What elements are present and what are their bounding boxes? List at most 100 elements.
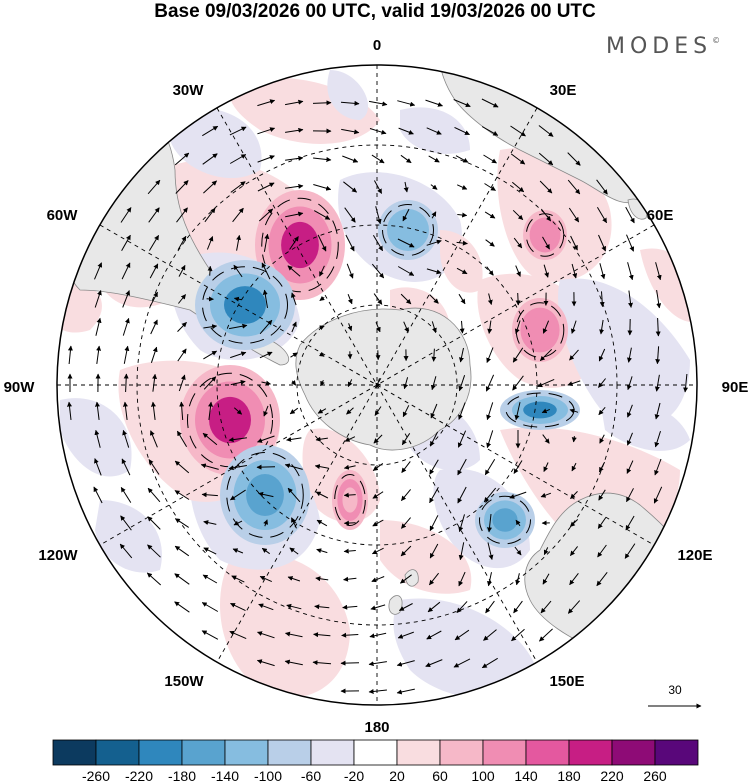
colorbar-box xyxy=(353,739,398,766)
wind-arrow xyxy=(319,325,325,331)
wind-arrow xyxy=(569,519,579,527)
wind-arrow xyxy=(313,184,332,191)
wind-arrow xyxy=(257,127,276,135)
wind-arrow xyxy=(400,545,412,557)
wind-arrow xyxy=(375,322,381,333)
wind-arrow xyxy=(540,492,552,498)
wind-arrow xyxy=(94,458,102,476)
lon-label-60e: 60E xyxy=(647,207,674,224)
wind-arrow xyxy=(515,265,521,277)
wind-arrow xyxy=(285,127,304,133)
wind-arrow xyxy=(457,430,467,448)
anomaly-contour xyxy=(535,224,555,246)
wind-arrow xyxy=(538,125,554,137)
meridian-60e-120w xyxy=(99,224,655,546)
colorbar-box xyxy=(52,739,97,766)
colorbar-box xyxy=(138,739,183,766)
wind-arrow xyxy=(94,290,102,308)
wind-arrow xyxy=(289,236,299,250)
wind-arrow xyxy=(291,517,297,529)
wind-arrow xyxy=(398,127,414,135)
wind-arrow xyxy=(655,346,661,365)
wind-arrow xyxy=(262,289,268,308)
wind-arrow xyxy=(149,263,159,279)
wind-arrow xyxy=(290,352,298,358)
longitude-labels: 0 30E 60E 90E 120E 150E 180 150W 120W 90… xyxy=(4,37,749,736)
wind-arrow xyxy=(257,631,275,639)
colorbar-box xyxy=(224,739,269,766)
wind-arrow xyxy=(202,153,218,165)
wind-arrow xyxy=(317,408,327,414)
wind-arrow xyxy=(340,660,360,666)
wind-arrow xyxy=(174,490,190,500)
anomaly-negative-3 xyxy=(378,200,438,260)
wind-arrow xyxy=(257,182,275,192)
wind-arrow xyxy=(371,154,385,164)
wind-arrow xyxy=(538,152,554,166)
wind-arrow xyxy=(598,489,606,501)
lon-label-0: 0 xyxy=(373,37,381,54)
wind-arrow xyxy=(487,572,492,587)
wind-arrow xyxy=(122,401,128,420)
wind-arrow xyxy=(208,401,214,420)
wind-arrow xyxy=(312,660,332,666)
wind-arrow xyxy=(426,268,442,275)
wind-arrow xyxy=(598,234,606,252)
wind-arrow xyxy=(485,239,495,247)
wind-arrow xyxy=(368,689,387,694)
colorbar-tick-label: -180 xyxy=(168,768,196,783)
colorbar-box xyxy=(267,739,312,766)
colorbar-box xyxy=(310,739,355,766)
wind-arrow xyxy=(177,322,187,332)
colorbar-box xyxy=(525,739,570,766)
wind-arrow xyxy=(484,211,496,219)
wind-arrow xyxy=(174,460,190,474)
wind-arrow xyxy=(230,602,246,612)
wind-arrow xyxy=(257,155,275,163)
new-zealand xyxy=(388,569,419,615)
lon-label-120e: 120E xyxy=(677,547,712,564)
wind-arrow xyxy=(485,600,495,614)
wind-arrow xyxy=(121,234,131,252)
wind-arrow xyxy=(202,432,218,446)
wind-arrow xyxy=(514,402,521,421)
wind-arrow xyxy=(398,603,413,611)
lon-label-60w: 60W xyxy=(47,207,79,224)
colorbar-tick-label: -220 xyxy=(125,768,153,783)
wind-arrow xyxy=(426,239,442,246)
wind-arrow xyxy=(261,380,271,386)
copyright-mark: © xyxy=(712,36,721,45)
wind-arrow xyxy=(229,154,247,164)
wind-arrow xyxy=(429,572,439,586)
wind-arrow xyxy=(286,603,302,610)
wind-arrow xyxy=(656,290,662,309)
wind-arrow xyxy=(571,263,578,279)
wind-arrow xyxy=(571,462,577,472)
wind-arrow xyxy=(373,180,383,194)
colorbar-box xyxy=(396,739,441,766)
wind-arrow xyxy=(654,402,661,420)
wind-arrow xyxy=(259,351,273,359)
wind-arrow xyxy=(123,345,130,364)
wind-arrow xyxy=(200,463,219,470)
wind-arrow xyxy=(626,460,634,474)
wind-arrow xyxy=(539,628,553,642)
wind-arrow xyxy=(372,462,384,472)
wind-arrow xyxy=(599,263,606,280)
wind-arrow xyxy=(174,152,190,166)
wind-arrow xyxy=(202,125,219,137)
colorbar-tick-label: 260 xyxy=(643,768,667,783)
wind-arrow xyxy=(315,491,329,499)
lon-label-90w: 90W xyxy=(4,379,36,396)
wind-arrow xyxy=(344,436,356,442)
wind-arrow xyxy=(453,99,471,108)
wind-arrow xyxy=(402,405,410,418)
wind-arrow xyxy=(457,486,467,504)
anomaly-positive-3 xyxy=(512,298,568,362)
wind-arrow xyxy=(372,491,384,499)
wind-arrow xyxy=(487,320,493,334)
wind-arrow xyxy=(512,209,524,221)
lon-label-30e: 30E xyxy=(550,82,577,99)
wind-arrow xyxy=(120,207,132,223)
